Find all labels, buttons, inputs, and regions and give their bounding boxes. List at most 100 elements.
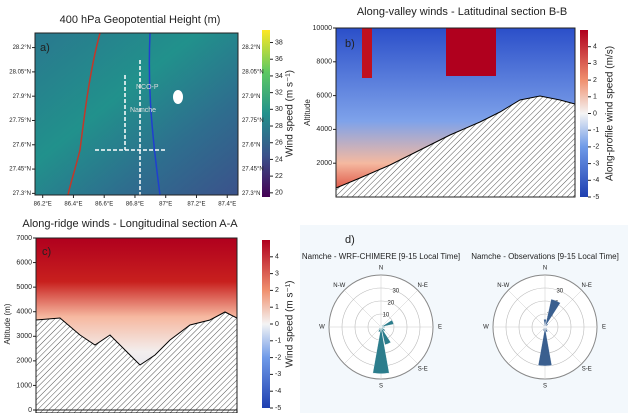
y-tick-label: 27.9°N bbox=[242, 94, 260, 100]
panel-label: b) bbox=[345, 38, 355, 50]
y-tick-label: 27.45°N bbox=[242, 167, 264, 173]
rose-direction-label: W bbox=[483, 325, 489, 331]
rose-sector bbox=[537, 326, 553, 367]
x-tick-label: 86.4°E bbox=[64, 202, 82, 208]
panel-label: d) bbox=[345, 234, 355, 246]
rose-sector bbox=[544, 298, 561, 328]
x-tick-label: 86.2°E bbox=[34, 202, 52, 208]
colorbar bbox=[262, 240, 270, 408]
rose-direction-label: E bbox=[438, 325, 442, 331]
colorbar-tick-label: -1 bbox=[593, 127, 599, 134]
plot-frame bbox=[35, 237, 238, 411]
colorbar-tick-label: 30 bbox=[275, 106, 283, 113]
chart-title: Namche - Observations [9-15 Local Time] bbox=[471, 252, 619, 261]
colorbar-tick-label: -5 bbox=[275, 405, 281, 412]
rose-ring-label: 20 bbox=[388, 301, 395, 307]
colorbar-tick-label: 3 bbox=[275, 270, 279, 277]
chart-title: Along-ridge winds - Longitudinal section… bbox=[22, 218, 238, 230]
colorbar bbox=[580, 30, 588, 197]
y-tick-label: 28.2°N bbox=[242, 45, 260, 51]
y-tick-label: 5000 bbox=[16, 284, 32, 291]
y-tick-label: 27.6°N bbox=[13, 142, 31, 148]
y-tick-label: 3000 bbox=[16, 333, 32, 340]
rose-direction-label: N-W bbox=[333, 283, 345, 289]
rose-direction-label: W bbox=[319, 325, 325, 331]
colorbar-tick-label: 24 bbox=[275, 156, 283, 163]
rose-ring-label: 30 bbox=[556, 289, 563, 295]
white-patch bbox=[173, 90, 183, 104]
section-line bbox=[95, 60, 165, 195]
rose-spoke bbox=[344, 290, 382, 328]
map-field bbox=[35, 33, 238, 195]
y-tick-label: 0 bbox=[28, 407, 32, 413]
y-tick-label: 28.05°N bbox=[242, 69, 264, 75]
y-axis-label: Altitude bbox=[303, 99, 312, 126]
colorbar-tick-label: 0 bbox=[593, 110, 597, 117]
y-tick-label: 2000 bbox=[316, 160, 332, 167]
y-tick-label: 10000 bbox=[313, 25, 333, 32]
chart-title: Namche - WRF-CHIMERE [9-15 Local Time] bbox=[302, 252, 460, 261]
rose-sector bbox=[544, 323, 549, 328]
rose-direction-label: N bbox=[543, 266, 547, 272]
rose-direction-label: S-E bbox=[582, 366, 592, 372]
rose-spoke bbox=[508, 290, 546, 328]
colorbar-tick-label: 38 bbox=[275, 39, 283, 46]
rose-ring-label: 30 bbox=[392, 289, 399, 295]
rose-spoke bbox=[508, 326, 546, 364]
rose-direction-label: N-W bbox=[497, 283, 509, 289]
rose-sector bbox=[543, 324, 546, 328]
rose-direction-label: N-E bbox=[418, 283, 428, 289]
rose-sector bbox=[372, 326, 390, 374]
rose-sector bbox=[380, 326, 386, 328]
colorbar-tick-label: 2 bbox=[593, 77, 597, 84]
rose-ring-label: 10 bbox=[383, 313, 390, 319]
colorbar-tick-label: -5 bbox=[593, 194, 599, 201]
colorbar-tick-label: 2 bbox=[275, 287, 279, 294]
colorbar-tick-label: -3 bbox=[593, 160, 599, 167]
rose-direction-label: N-E bbox=[582, 283, 592, 289]
rose-direction-label: E bbox=[602, 325, 606, 331]
colorbar-tick-label: -3 bbox=[275, 371, 281, 378]
colorbar-tick-label: 4 bbox=[275, 254, 279, 261]
colorbar-tick-label: -4 bbox=[275, 388, 281, 395]
colorbar-tick-label: 1 bbox=[593, 94, 597, 101]
x-tick-label: 86.8°E bbox=[126, 202, 144, 208]
plot-frame bbox=[34, 32, 239, 196]
y-tick-label: 6000 bbox=[16, 259, 32, 266]
y-tick-label: 8000 bbox=[316, 59, 332, 66]
y-tick-label: 27.75°N bbox=[242, 118, 264, 124]
colorbar-tick-label: 4 bbox=[593, 44, 597, 51]
rose-spoke bbox=[380, 290, 418, 328]
rose-direction-label: S bbox=[543, 384, 547, 390]
colorbar-label: Wind speed (m s⁻¹) bbox=[285, 70, 296, 157]
colorbar-tick-label: 36 bbox=[275, 56, 283, 63]
colorbar-label: Wind speed (m s⁻¹) bbox=[285, 281, 296, 368]
rose-sector bbox=[544, 326, 549, 333]
colorbar-tick-label: -1 bbox=[275, 338, 281, 345]
rose-sector bbox=[543, 318, 547, 328]
y-tick-label: 27.45°N bbox=[9, 167, 31, 173]
map-annotation: Namche bbox=[130, 107, 156, 114]
colorbar-tick-label: 20 bbox=[275, 190, 283, 197]
y-axis-label: Altitude (m) bbox=[3, 303, 12, 344]
rose-sector bbox=[380, 326, 392, 346]
colorbar-tick-label: -2 bbox=[275, 354, 281, 361]
chart-title: Along-valley winds - Latitudinal section… bbox=[357, 6, 567, 18]
y-tick-label: 1000 bbox=[16, 382, 32, 389]
y-tick-label: 27.9°N bbox=[13, 94, 31, 100]
colorbar-tick-label: 3 bbox=[593, 60, 597, 67]
river bbox=[67, 32, 101, 196]
rose-spoke bbox=[544, 326, 582, 364]
y-tick-label: 27.6°N bbox=[242, 142, 260, 148]
y-tick-label: 4000 bbox=[16, 309, 32, 316]
rose-sector bbox=[380, 325, 382, 328]
y-tick-label: 27.3°N bbox=[13, 191, 31, 197]
rose-direction-label: S bbox=[379, 384, 383, 390]
rose-sector bbox=[380, 326, 386, 332]
colorbar bbox=[262, 30, 270, 197]
x-tick-label: 87.4°E bbox=[218, 202, 236, 208]
field-patch bbox=[362, 28, 372, 78]
colorbar-tick-label: 32 bbox=[275, 89, 283, 96]
x-tick-label: 86.6°E bbox=[95, 202, 113, 208]
